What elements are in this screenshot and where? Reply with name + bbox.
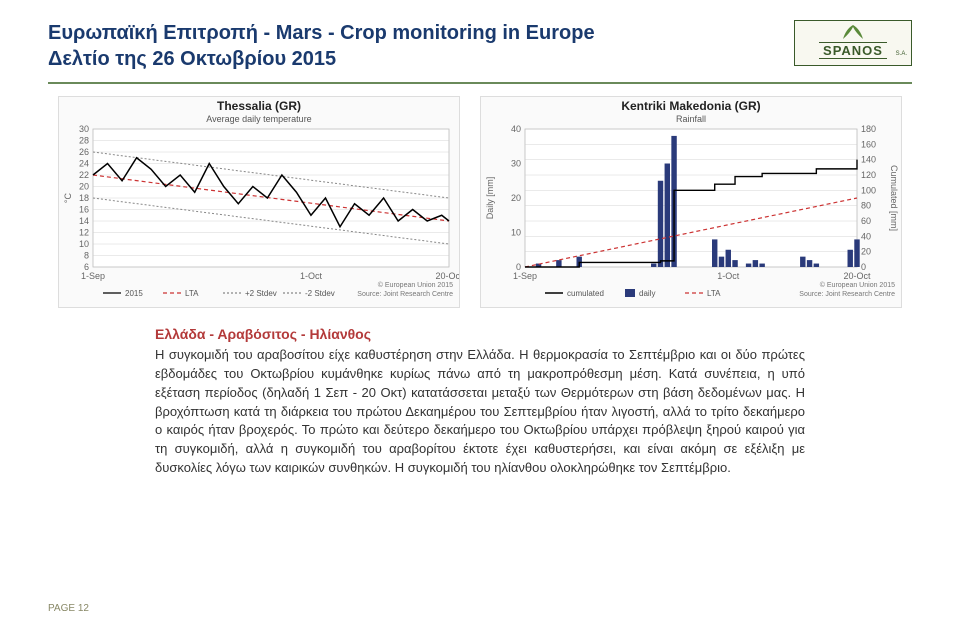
svg-text:1-Sep: 1-Sep (81, 271, 105, 281)
svg-text:LTA: LTA (707, 289, 721, 298)
article-body: Η συγκομιδή του αραβοσίτου είχε καθυστέρ… (155, 346, 805, 478)
article: Ελλάδα - Αραβόσιτος - Ηλίανθος Η συγκομι… (155, 326, 805, 478)
svg-text:© European Union 2015: © European Union 2015 (378, 281, 453, 289)
svg-text:20: 20 (861, 247, 871, 257)
svg-text:180: 180 (861, 124, 876, 134)
header-rule (48, 82, 912, 84)
svg-text:24: 24 (79, 159, 89, 169)
svg-text:10: 10 (511, 228, 521, 238)
svg-text:Rainfall: Rainfall (676, 114, 706, 124)
svg-text:20-Oct: 20-Oct (435, 271, 459, 281)
svg-text:160: 160 (861, 139, 876, 149)
svg-text:60: 60 (861, 216, 871, 226)
svg-text:Thessalia (GR): Thessalia (GR) (217, 99, 301, 113)
svg-text:26: 26 (79, 147, 89, 157)
svg-text:80: 80 (861, 201, 871, 211)
svg-text:cumulated: cumulated (567, 289, 604, 298)
svg-text:1-Sep: 1-Sep (513, 271, 537, 281)
svg-text:2015: 2015 (125, 289, 143, 298)
svg-text:100: 100 (861, 185, 876, 195)
logo-suffix: S.A. (896, 51, 907, 57)
svg-text:28: 28 (79, 136, 89, 146)
svg-text:120: 120 (861, 170, 876, 180)
svg-text:Cumulated [mm]: Cumulated [mm] (889, 165, 899, 231)
page-title-line2: Δελτίο της 26 Οκτωβρίου 2015 (48, 46, 595, 72)
chart-makedonia: 0102030400204060801001201401601801-Sep1-… (480, 96, 902, 308)
svg-text:LTA: LTA (185, 289, 199, 298)
svg-text:1-Oct: 1-Oct (717, 271, 740, 281)
svg-text:1-Oct: 1-Oct (300, 271, 323, 281)
svg-text:30: 30 (79, 124, 89, 134)
page-footer: PAGE 12 (48, 603, 89, 614)
title-block: Ευρωπαϊκή Επιτροπή - Mars - Crop monitor… (48, 20, 595, 72)
svg-text:20: 20 (511, 193, 521, 203)
svg-text:°C: °C (63, 192, 73, 203)
svg-text:14: 14 (79, 216, 89, 226)
svg-text:+2 Stdev: +2 Stdev (245, 289, 277, 298)
svg-text:22: 22 (79, 170, 89, 180)
svg-text:Kentriki Makedonia (GR): Kentriki Makedonia (GR) (621, 99, 760, 113)
leaf-icon (838, 23, 868, 41)
chart-thessalia: 6810121416182022242628301-Sep1-Oct20-Oct… (58, 96, 460, 308)
svg-text:-2 Stdev: -2 Stdev (305, 289, 335, 298)
svg-text:20-Oct: 20-Oct (843, 271, 871, 281)
svg-text:20: 20 (79, 182, 89, 192)
svg-text:© European Union 2015: © European Union 2015 (820, 281, 895, 289)
brand-logo: SPANOS S.A. (794, 20, 912, 66)
svg-text:8: 8 (84, 251, 89, 261)
svg-text:16: 16 (79, 205, 89, 215)
svg-text:daily: daily (639, 289, 655, 298)
svg-text:40: 40 (511, 124, 521, 134)
svg-text:Average daily temperature: Average daily temperature (206, 114, 311, 124)
svg-text:12: 12 (79, 228, 89, 238)
svg-text:140: 140 (861, 155, 876, 165)
charts-row: 6810121416182022242628301-Sep1-Oct20-Oct… (48, 96, 912, 308)
page-title-line1: Ευρωπαϊκή Επιτροπή - Mars - Crop monitor… (48, 20, 595, 46)
article-title: Ελλάδα - Αραβόσιτος - Ηλίανθος (155, 326, 805, 342)
svg-text:18: 18 (79, 193, 89, 203)
svg-text:Daily [mm]: Daily [mm] (485, 177, 495, 220)
svg-text:Source: Joint Research Centre: Source: Joint Research Centre (357, 291, 453, 298)
chart-thessalia-svg: 6810121416182022242628301-Sep1-Oct20-Oct… (59, 97, 459, 307)
header: Ευρωπαϊκή Επιτροπή - Mars - Crop monitor… (48, 20, 912, 72)
svg-text:10: 10 (79, 239, 89, 249)
svg-text:Source: Joint Research Centre: Source: Joint Research Centre (799, 291, 895, 298)
chart-makedonia-svg: 0102030400204060801001201401601801-Sep1-… (481, 97, 901, 307)
logo-text: SPANOS (819, 42, 887, 59)
svg-text:40: 40 (861, 231, 871, 241)
svg-text:30: 30 (511, 159, 521, 169)
